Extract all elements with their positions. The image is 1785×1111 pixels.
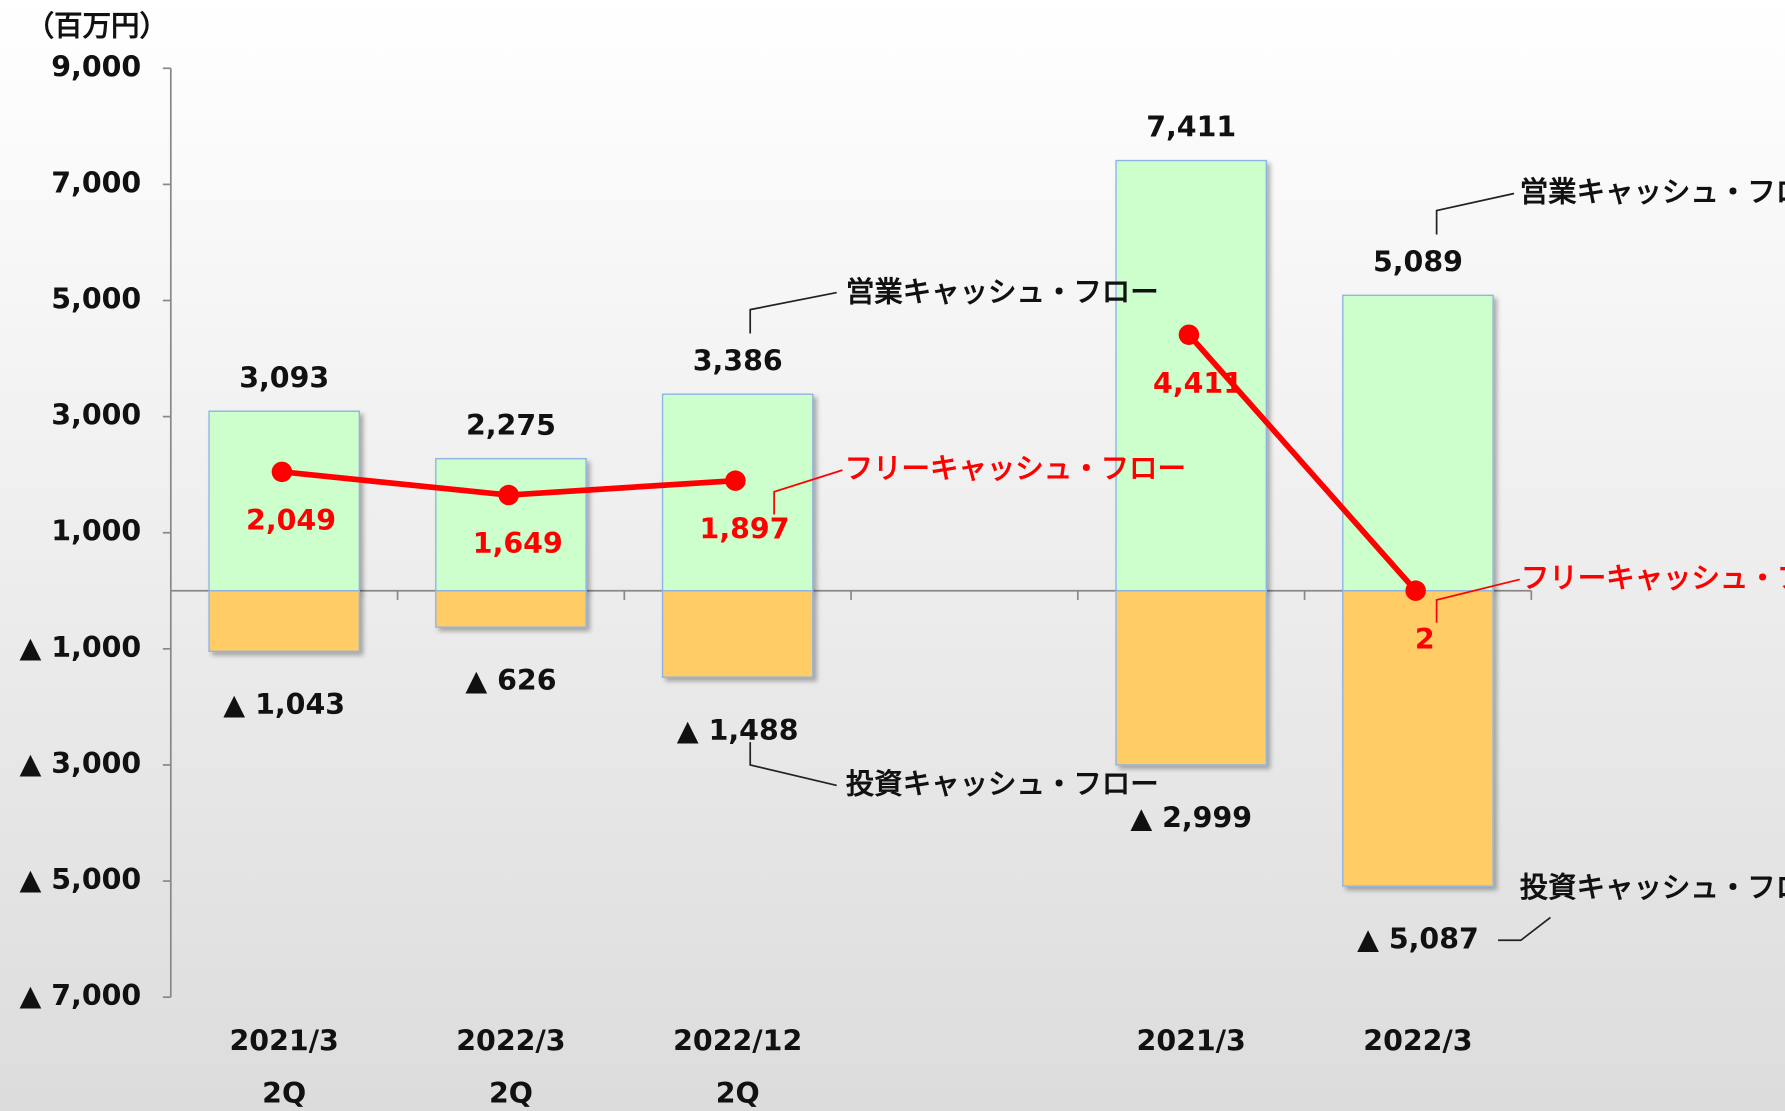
bar xyxy=(208,410,360,592)
y-tick-label: ▲ 5,000 xyxy=(19,863,141,896)
data-label: 7,411 xyxy=(1146,111,1236,144)
bar xyxy=(661,590,814,678)
callout: 投資キャッシュ・フロー xyxy=(1520,871,1785,904)
point xyxy=(498,484,519,506)
bar xyxy=(1342,294,1494,592)
point xyxy=(1405,580,1426,601)
x-tick-label: 2Q xyxy=(262,1077,306,1110)
callout: 営業キャッシュ・フロー xyxy=(846,276,1159,309)
bar xyxy=(435,590,587,628)
data-label: 2,275 xyxy=(466,409,556,442)
callout-line xyxy=(1435,192,1515,235)
data-label: ▲ 1,043 xyxy=(223,688,345,721)
x-tick-label: 2Q xyxy=(716,1077,760,1110)
line xyxy=(1186,332,1418,593)
x-tick-label: 2022/3 xyxy=(456,1025,565,1058)
point xyxy=(271,461,293,483)
bar xyxy=(1342,590,1494,887)
callout-line xyxy=(1498,916,1551,942)
data-label: 3,093 xyxy=(239,361,329,394)
x-tick-label: 2021/3 xyxy=(1137,1025,1246,1058)
callout-line xyxy=(749,291,837,334)
plot-area: 9,000 7,000 5,000 3,000 1,000 ▲ 1,000 ▲ 3,000 ▲… xyxy=(19,50,1533,1110)
callout: フリーキャッシュ・フロー xyxy=(1521,561,1785,594)
data-label: 2 xyxy=(1415,623,1435,656)
bar xyxy=(435,458,587,592)
callout: 営業キャッシュ・フロー xyxy=(1520,176,1785,209)
callout-line xyxy=(749,742,837,787)
y-tick-label: ▲ 3,000 xyxy=(19,747,141,780)
bar xyxy=(1115,590,1268,766)
callout-line xyxy=(773,469,843,515)
bar xyxy=(1115,159,1268,592)
data-label: 1,649 xyxy=(473,527,563,560)
callout: 投資キャッシュ・フロー xyxy=(846,767,1159,800)
y-tick-label: 9,000 xyxy=(51,50,141,83)
point xyxy=(1178,324,1200,345)
data-label: 3,386 xyxy=(693,344,783,377)
y-tick-label: 3,000 xyxy=(51,399,141,432)
y-tick-label: 5,000 xyxy=(51,283,141,316)
y-axis-label: （百万円） xyxy=(26,9,168,42)
x-tick-label: 2022/12 xyxy=(673,1025,802,1058)
bar xyxy=(208,590,360,653)
data-label: 5,089 xyxy=(1373,245,1463,278)
data-label: 4,411 xyxy=(1153,367,1243,400)
data-label: 1,897 xyxy=(700,513,790,546)
callout: フリーキャッシュ・フロー xyxy=(845,452,1186,485)
data-label: ▲ 626 xyxy=(465,664,556,697)
data-label: ▲ 1,488 xyxy=(677,714,799,747)
y-tick-label: 1,000 xyxy=(51,515,141,548)
y-tick-label: 7,000 xyxy=(51,166,141,199)
y-tick-label: ▲ 7,000 xyxy=(19,979,141,1012)
callout-line xyxy=(1435,578,1520,623)
x-tick-label: 2Q xyxy=(489,1077,533,1110)
data-label: 2,049 xyxy=(246,504,336,537)
point xyxy=(725,470,746,491)
y-tick-label: ▲ 1,000 xyxy=(19,631,141,664)
x-tick-label: 2022/3 xyxy=(1363,1025,1472,1058)
data-label: ▲ 2,999 xyxy=(1130,802,1252,835)
x-tick-label: 2021/3 xyxy=(230,1025,339,1058)
data-label: ▲ 5,087 xyxy=(1357,923,1479,956)
bar xyxy=(661,393,814,592)
